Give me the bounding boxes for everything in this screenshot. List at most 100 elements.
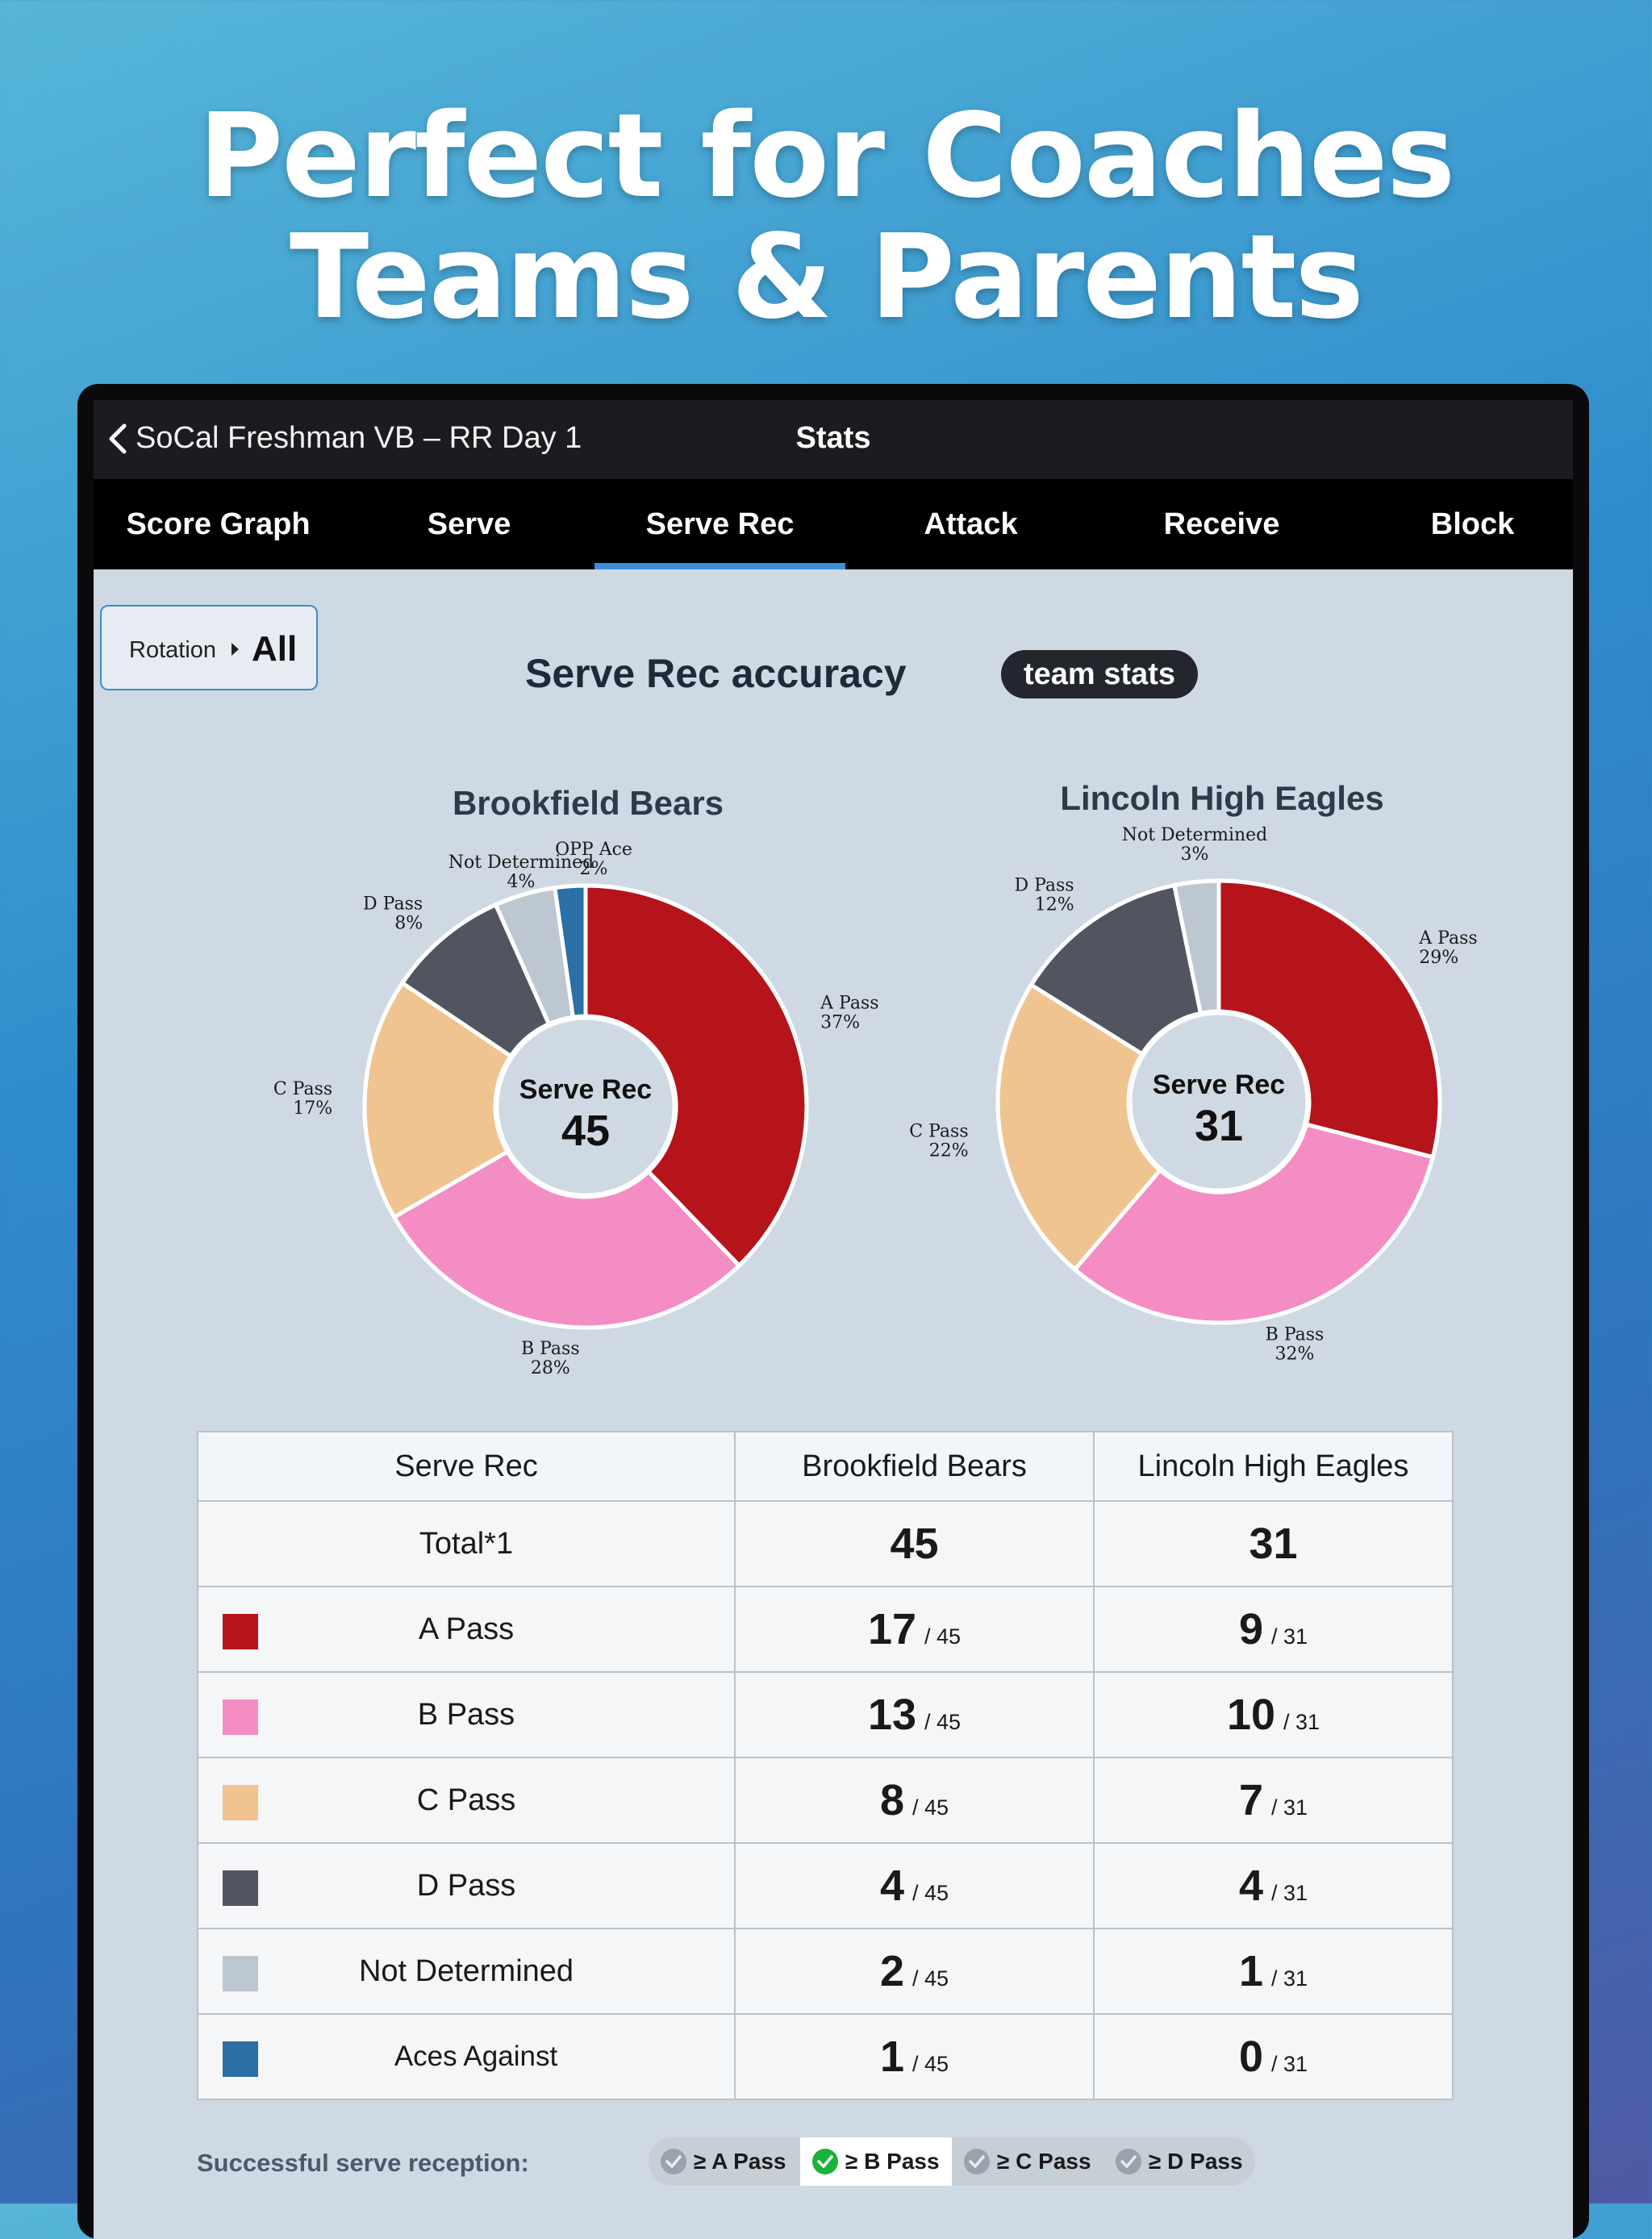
team-stats-badge[interactable]: team stats: [1001, 650, 1198, 698]
table-header: Lincoln High Eagles: [1093, 1431, 1454, 1502]
chevron-left-icon[interactable]: [100, 419, 139, 458]
stats-tab-bar: Score Graph Serve Serve Rec Attack Recei…: [94, 479, 1573, 569]
back-button-label[interactable]: SoCal Freshman VB – RR Day 1: [136, 421, 582, 455]
team2-value: 31: [1249, 1520, 1298, 1568]
filter-label: ≥ A Pass: [694, 2149, 786, 2174]
pie-1-label-c_pass: C Pass: [273, 1079, 332, 1099]
tab-serve[interactable]: Serve: [427, 507, 511, 541]
app-screen: SoCal Freshman VB – RR Day 1 Stats Score…: [94, 400, 1573, 2239]
team2-cell: 4 / 31: [1093, 1842, 1454, 1929]
row-label: Not Determined: [358, 1953, 574, 1988]
team1-of: / 45: [912, 2052, 949, 2076]
tab-serve-rec[interactable]: Serve Rec: [594, 479, 845, 569]
team1-of: / 45: [924, 1710, 962, 1734]
headline-line-1: Perfect for Coaches: [198, 88, 1456, 223]
table-row: C Pass 8 / 45 7 / 31: [197, 1757, 1454, 1844]
row-label: C Pass: [416, 1782, 516, 1817]
tablet-frame: SoCal Freshman VB – RR Day 1 Stats Score…: [77, 384, 1589, 2239]
pie-2-hole: [1128, 1011, 1310, 1193]
pie-1-percent-a_pass: 37%: [820, 1012, 860, 1032]
check-circle-icon: [812, 2149, 838, 2174]
success-filter-label: Successful serve reception:: [197, 2149, 529, 2177]
team2-value: 10: [1226, 1691, 1276, 1739]
pie-1-center-label: Serve Rec: [519, 1074, 652, 1105]
tab-attack[interactable]: Attack: [924, 507, 1018, 541]
rotation-label: Rotation: [129, 637, 217, 663]
team1-of: / 45: [924, 1624, 962, 1649]
team2-of: / 31: [1271, 1795, 1308, 1820]
team1-of: / 45: [912, 1966, 949, 1991]
team2-cell: 7 / 31: [1093, 1757, 1454, 1844]
tab-block[interactable]: Block: [1430, 507, 1515, 541]
serve-rec-table: Serve Rec Brookfield Bears Lincoln High …: [197, 1431, 1454, 2100]
team1-total: 45: [734, 1500, 1095, 1587]
check-circle-icon: [964, 2149, 990, 2174]
table-row: D Pass 4 / 45 4 / 31: [197, 1842, 1454, 1929]
tab-receive[interactable]: Receive: [1163, 507, 1280, 541]
pie-2-rim: [995, 878, 1442, 1325]
navigation-bar: SoCal Freshman VB – RR Day 1 Stats: [94, 400, 1573, 479]
team1-cell: 4 / 45: [734, 1842, 1095, 1929]
row-label: A Pass: [418, 1611, 515, 1646]
team2-cell: 0 / 31: [1093, 2013, 1454, 2100]
team1-value: 13: [867, 1691, 917, 1739]
filter-c-pass[interactable]: ≥ C Pass: [952, 2137, 1103, 2186]
pie-2-percent-d_pass: 12%: [1035, 894, 1074, 915]
team1-value: 17: [867, 1605, 917, 1653]
filter-d-pass[interactable]: ≥ D Pass: [1103, 2137, 1255, 2186]
section-title: Serve Rec accuracy: [525, 651, 907, 696]
filter-label: ≥ B Pass: [845, 2149, 940, 2174]
team2-cell: 9 / 31: [1093, 1586, 1454, 1673]
color-swatch: [223, 1956, 258, 1991]
team1-value: 8: [879, 1776, 904, 1824]
table-row: Not Determined 2 / 45 1 / 31: [197, 1928, 1454, 2015]
team1-of: / 45: [912, 1881, 949, 1905]
table-row: B Pass 13 / 45 10 / 31: [197, 1671, 1454, 1758]
team2-total: 31: [1093, 1500, 1454, 1587]
table-row: A Pass 17 / 45 9 / 31: [197, 1586, 1454, 1673]
team2-value: 7: [1238, 1776, 1263, 1824]
pie-2-percent-b_pass: 32%: [1275, 1345, 1315, 1365]
check-circle-icon: [1116, 2149, 1141, 2174]
team1-cell: 8 / 45: [734, 1757, 1095, 1844]
pie-1-hole: [494, 1015, 677, 1198]
team1-value: 4: [879, 1862, 904, 1910]
team2-value: 9: [1238, 1605, 1263, 1653]
team1-value: 2: [879, 1947, 904, 1995]
pie-2-percent-a_pass: 29%: [1419, 948, 1458, 968]
pie-1-percent-c_pass: 17%: [293, 1099, 332, 1119]
row-label: D Pass: [416, 1868, 516, 1903]
color-swatch: [223, 1699, 258, 1735]
team2-of: / 31: [1271, 1624, 1308, 1649]
row-label-cell: Aces Against: [197, 2013, 736, 2100]
table-header: Brookfield Bears: [734, 1431, 1095, 1502]
row-label-cell: D Pass: [197, 1842, 736, 1929]
pie-2-percent-not_determined: 3%: [1181, 844, 1209, 865]
color-swatch: [223, 2041, 258, 2077]
pie-1-percent-b_pass: 28%: [531, 1358, 570, 1378]
pie-1-label-a_pass: A Pass: [820, 993, 878, 1013]
pie-2-center-label: Serve Rec: [1153, 1069, 1285, 1100]
rotation-selector[interactable]: Rotation All: [100, 605, 318, 690]
filter-a-pass[interactable]: ≥ A Pass: [649, 2137, 800, 2186]
color-swatch: [223, 1614, 258, 1649]
row-label: Total*1: [197, 1500, 736, 1587]
team2-of: / 31: [1271, 2052, 1308, 2076]
pie-1-center-value: 45: [561, 1107, 610, 1155]
pie-2-percent-c_pass: 22%: [929, 1141, 969, 1161]
team2-of: / 31: [1271, 1881, 1308, 1905]
team2-of: / 31: [1283, 1710, 1320, 1734]
row-label-cell: Not Determined: [197, 1928, 736, 2015]
team2-cell: 10 / 31: [1093, 1671, 1454, 1758]
tab-score-graph[interactable]: Score Graph: [126, 507, 311, 541]
filter-label: ≥ C Pass: [997, 2149, 1091, 2174]
pie-2-center-value: 31: [1195, 1102, 1243, 1150]
color-swatch: [223, 1870, 258, 1906]
pie-2-label-a_pass: A Pass: [1418, 928, 1477, 949]
pie-1-label-d_pass: D Pass: [363, 894, 423, 914]
table-row: Aces Against 1 / 45 0 / 31: [197, 2013, 1454, 2100]
row-label-cell: C Pass: [197, 1757, 736, 1844]
team2-of: / 31: [1271, 1966, 1308, 1991]
filter-b-pass[interactable]: ≥ B Pass: [800, 2137, 952, 2186]
